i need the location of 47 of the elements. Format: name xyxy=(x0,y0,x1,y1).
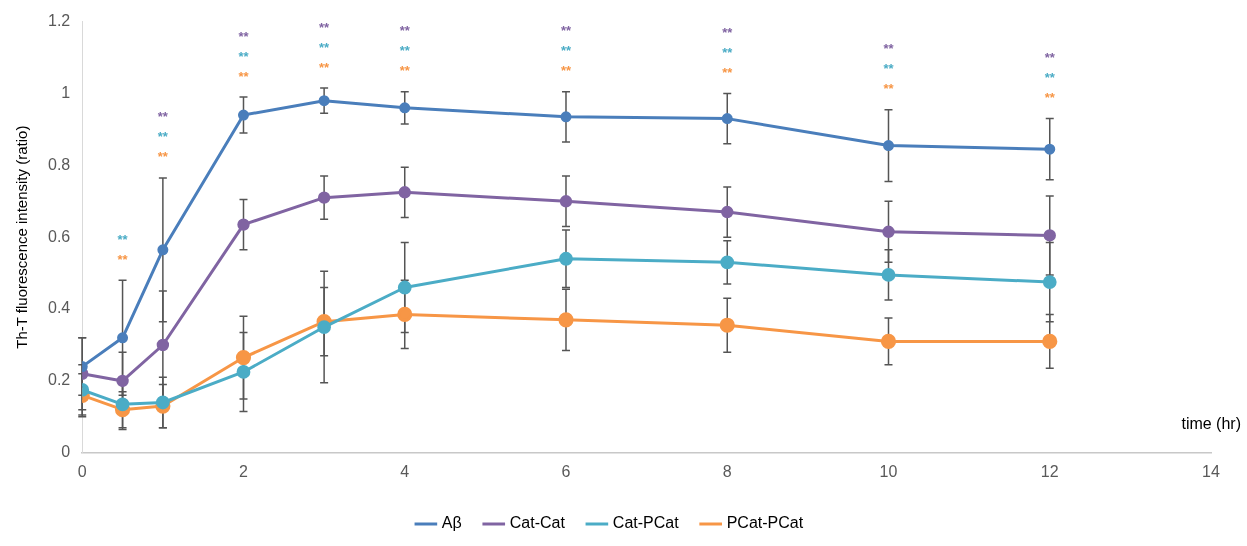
annotation: ** xyxy=(560,23,572,39)
y-tick-label: 0.8 xyxy=(47,155,71,173)
annotation: ** xyxy=(157,109,169,125)
annotation: ** xyxy=(722,25,734,41)
x-tick-label: 12 xyxy=(1040,462,1059,480)
annotation: ** xyxy=(722,45,734,61)
y-axis-title: Th-T fluorescence intensity (ratio) xyxy=(13,125,31,349)
x-tick-label: 2 xyxy=(239,462,249,480)
x-tick-label: 10 xyxy=(879,462,898,480)
x-tick-label: 6 xyxy=(561,462,571,480)
y-tick-label: 0.6 xyxy=(47,227,71,245)
annotation: ** xyxy=(1044,90,1056,106)
annotation: ** xyxy=(319,39,331,55)
y-tick-label: 1 xyxy=(61,83,71,101)
annotation: ** xyxy=(238,28,250,44)
annotation: ** xyxy=(238,48,250,64)
annotation: ** xyxy=(399,63,411,79)
y-tick-label: 0.2 xyxy=(47,371,71,389)
annotation: ** xyxy=(319,59,331,75)
annotation: ** xyxy=(117,251,129,267)
annotation: ** xyxy=(883,61,895,77)
x-tick-label: 0 xyxy=(77,462,87,480)
x-axis-title: time (hr) xyxy=(1181,415,1241,433)
x-tick-label: 14 xyxy=(1202,462,1220,480)
annotation: ** xyxy=(399,43,411,59)
y-tick-label: 0 xyxy=(61,443,71,461)
annotation: ** xyxy=(560,43,572,59)
legend-label: Cat-Cat xyxy=(509,514,566,532)
legend-label: Cat-PCat xyxy=(612,514,680,532)
annotation: ** xyxy=(883,81,895,97)
annotation: ** xyxy=(883,41,895,57)
annotation: ** xyxy=(157,129,169,145)
annotation: ** xyxy=(722,65,734,81)
x-tick-label: 4 xyxy=(400,462,410,480)
annotation: ** xyxy=(399,23,411,39)
x-tick-label: 8 xyxy=(722,462,732,480)
legend-label: Aβ xyxy=(441,514,462,532)
annotation: ** xyxy=(319,19,331,35)
annotation: ** xyxy=(1044,70,1056,86)
annotation: ** xyxy=(560,63,572,79)
annotation: ** xyxy=(1044,50,1056,66)
y-tick-label: 0.4 xyxy=(47,299,71,317)
annotation: ** xyxy=(117,231,129,247)
y-tick-label: 1.2 xyxy=(47,12,71,30)
annotation: ** xyxy=(238,68,250,84)
annotation: ** xyxy=(157,149,169,165)
legend-label: PCat-PCat xyxy=(726,514,804,532)
